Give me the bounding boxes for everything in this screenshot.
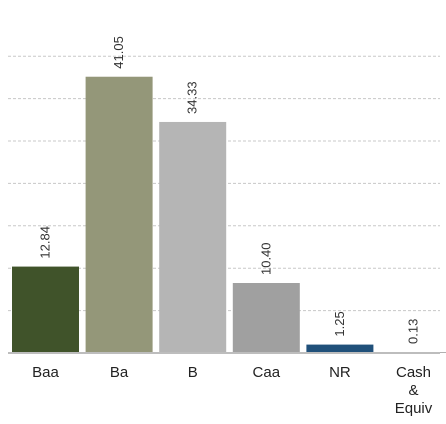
data-label-b: 34.33 [185, 81, 200, 114]
data-label-ba: 41.05 [111, 36, 126, 69]
category-label-caa: Caa [253, 364, 281, 381]
bar-b [159, 121, 227, 354]
bar-ba [85, 76, 153, 353]
data-label-baa: 12.84 [38, 226, 53, 259]
bar-baa [12, 266, 79, 353]
data-label-caa: 10.40 [258, 242, 273, 275]
category-label-cash-equiv: Cash & Equiv [395, 364, 433, 417]
data-label-cash-equiv: 0.13 [406, 319, 421, 344]
category-label-b: B [188, 364, 198, 381]
data-label-nr: 1.25 [332, 311, 347, 336]
category-labels: Baa Ba B Caa NR Cash & Equiv [32, 364, 433, 417]
bar-nr [306, 344, 374, 353]
category-label-baa: Baa [32, 364, 59, 381]
data-labels: 12.84 41.05 34.33 10.40 1.25 0.13 [38, 36, 421, 344]
category-label-ba: Ba [110, 364, 129, 381]
bar-caa [232, 283, 300, 353]
bars [12, 76, 446, 354]
category-label-nr: NR [329, 364, 351, 381]
